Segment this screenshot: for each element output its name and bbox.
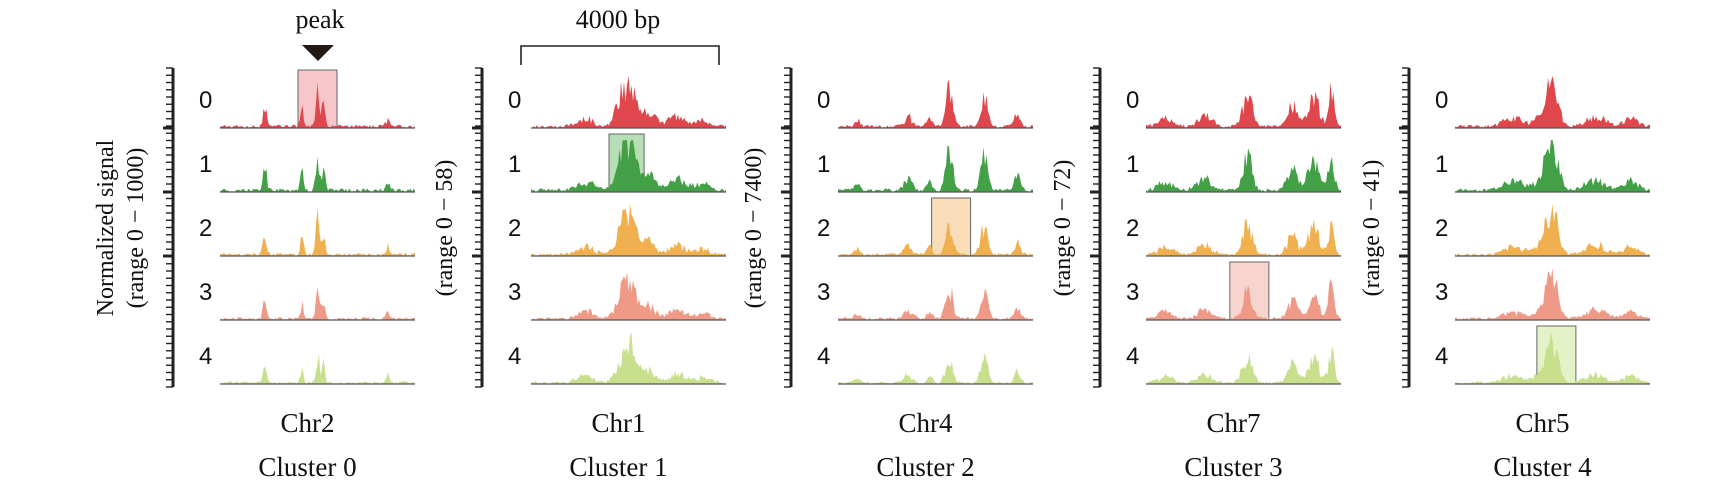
panel-cluster-3: (range 0 − 72) 0 1 2 3 4 Chr7 Cluster 3: [1050, 67, 1341, 482]
track-0-signal: [220, 82, 415, 128]
cluster-label: Cluster 1: [569, 452, 667, 482]
track-1-signal: [1146, 148, 1341, 192]
track-label: 3: [1126, 279, 1139, 306]
track-0-signal: [1455, 76, 1650, 128]
track-3-signal: [838, 287, 1033, 320]
track-2-signal: [1146, 219, 1341, 256]
track-1-signal: [1455, 140, 1650, 192]
track-label: 1: [508, 151, 521, 178]
track-label: 1: [1435, 151, 1448, 178]
track-label: 4: [1126, 343, 1139, 370]
track-label: 3: [508, 279, 521, 306]
scale-bar: [520, 45, 720, 65]
chromosome-label: Chr4: [899, 408, 954, 438]
track-3-signal: [1146, 278, 1341, 320]
y-axis-label: (range 0 − 41): [1359, 160, 1385, 297]
track-label: 0: [1126, 87, 1139, 114]
track-1-signal: [220, 156, 415, 192]
track-label: 4: [199, 343, 212, 370]
y-axis-label: Normalized signal: [93, 139, 119, 316]
track-4-signal: [531, 332, 726, 384]
track-1-signal: [838, 145, 1033, 192]
cluster-label: Cluster 0: [258, 452, 356, 482]
track-label: 3: [1435, 279, 1448, 306]
track-4-signal: [1146, 345, 1341, 384]
track-label: 4: [508, 343, 521, 370]
track-label: 4: [817, 343, 830, 370]
track-label: 2: [817, 215, 830, 242]
track-label: 0: [1435, 87, 1448, 114]
track-label: 1: [1126, 151, 1139, 178]
y-axis-label: (range 0 − 58): [432, 160, 458, 297]
track-label: 3: [199, 279, 212, 306]
panel-cluster-0: Normalized signal (range 0 − 1000) 0 1 2 3 4 Ch…: [93, 67, 415, 482]
y-axis-label: (range 0 − 1000): [123, 148, 149, 309]
track-label: 2: [1435, 215, 1448, 242]
peak-marker-icon: [302, 45, 334, 61]
track-label: 2: [508, 215, 521, 242]
cluster-label: Cluster 3: [1184, 452, 1282, 482]
track-0-signal: [1146, 81, 1341, 128]
track-label: 0: [817, 87, 830, 114]
cluster-label: Cluster 2: [876, 452, 974, 482]
track-3-signal: [1455, 268, 1650, 320]
chromosome-label: Chr2: [281, 408, 335, 438]
track-4-signal: [838, 352, 1033, 384]
chromosome-label: Chr7: [1207, 408, 1261, 438]
figure-annotations: peak 4000 bp: [295, 5, 720, 65]
track-0-signal: [531, 76, 726, 128]
track-label: 4: [1435, 343, 1448, 370]
track-label: 2: [199, 215, 212, 242]
chromosome-label: Chr5: [1516, 408, 1570, 438]
cluster-label: Cluster 4: [1493, 452, 1592, 482]
track-0-signal: [838, 80, 1033, 128]
track-2-signal: [531, 204, 726, 256]
y-axis-label: (range 0 − 72): [1050, 160, 1076, 297]
track-label: 1: [817, 151, 830, 178]
track-2-signal: [220, 207, 415, 256]
panel-cluster-1: (range 0 − 58) 0 1 2 3 4 Chr1 Cluster 1: [432, 67, 726, 482]
chromosome-label: Chr1: [592, 408, 646, 438]
scale-bar-label: 4000 bp: [576, 5, 661, 34]
track-3-signal: [531, 272, 726, 320]
panel-cluster-2: (range 0 − 7400) 0 1 2 3 4 Chr4 Cluster 2: [741, 67, 1033, 482]
track-label: 2: [1126, 215, 1139, 242]
track-label: 0: [199, 87, 212, 114]
track-2-signal: [838, 223, 1033, 256]
track-2-signal: [1455, 204, 1650, 256]
track-label: 3: [817, 279, 830, 306]
panel-cluster-4: (range 0 − 41) 0 1 2 3 4 Chr5 Cluster 4: [1359, 67, 1650, 482]
track-4-signal: [220, 353, 415, 384]
y-axis-label: (range 0 − 7400): [741, 148, 767, 309]
peak-label: peak: [295, 5, 344, 34]
track-1-signal: [531, 140, 726, 192]
track-4-signal: [1455, 332, 1650, 384]
track-3-signal: [220, 286, 415, 320]
track-label: 1: [199, 151, 212, 178]
track-label: 0: [508, 87, 521, 114]
cluster-panels: Normalized signal (range 0 − 1000) 0 1 2 3 4 Ch…: [93, 67, 1650, 482]
